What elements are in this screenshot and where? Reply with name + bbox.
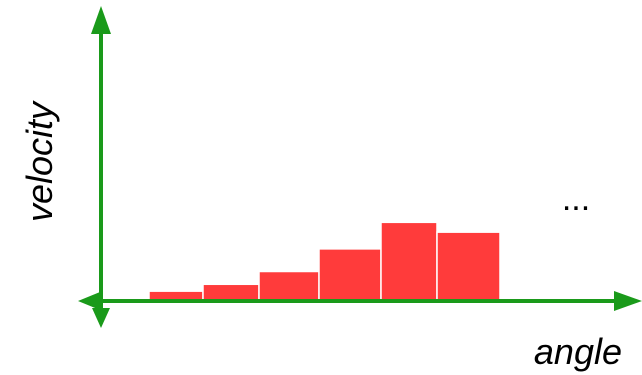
- x-axis-arrow-right: [614, 291, 642, 311]
- bars-group: [148, 221, 501, 302]
- x-axis-label: angle: [534, 331, 622, 372]
- y-axis-arrow-top: [91, 6, 111, 34]
- y-axis-arrow-bottom: [92, 308, 110, 328]
- histogram-bar: [202, 283, 260, 302]
- y-axis-label: velocity: [19, 100, 60, 222]
- ellipsis-annotation: ...: [562, 180, 590, 218]
- histogram-bar: [258, 270, 320, 302]
- axes-group: [78, 6, 642, 328]
- histogram-bar: [436, 231, 501, 302]
- histogram-bar: [318, 248, 382, 302]
- histogram-bar: [380, 221, 438, 302]
- x-axis-arrow-left: [78, 292, 100, 310]
